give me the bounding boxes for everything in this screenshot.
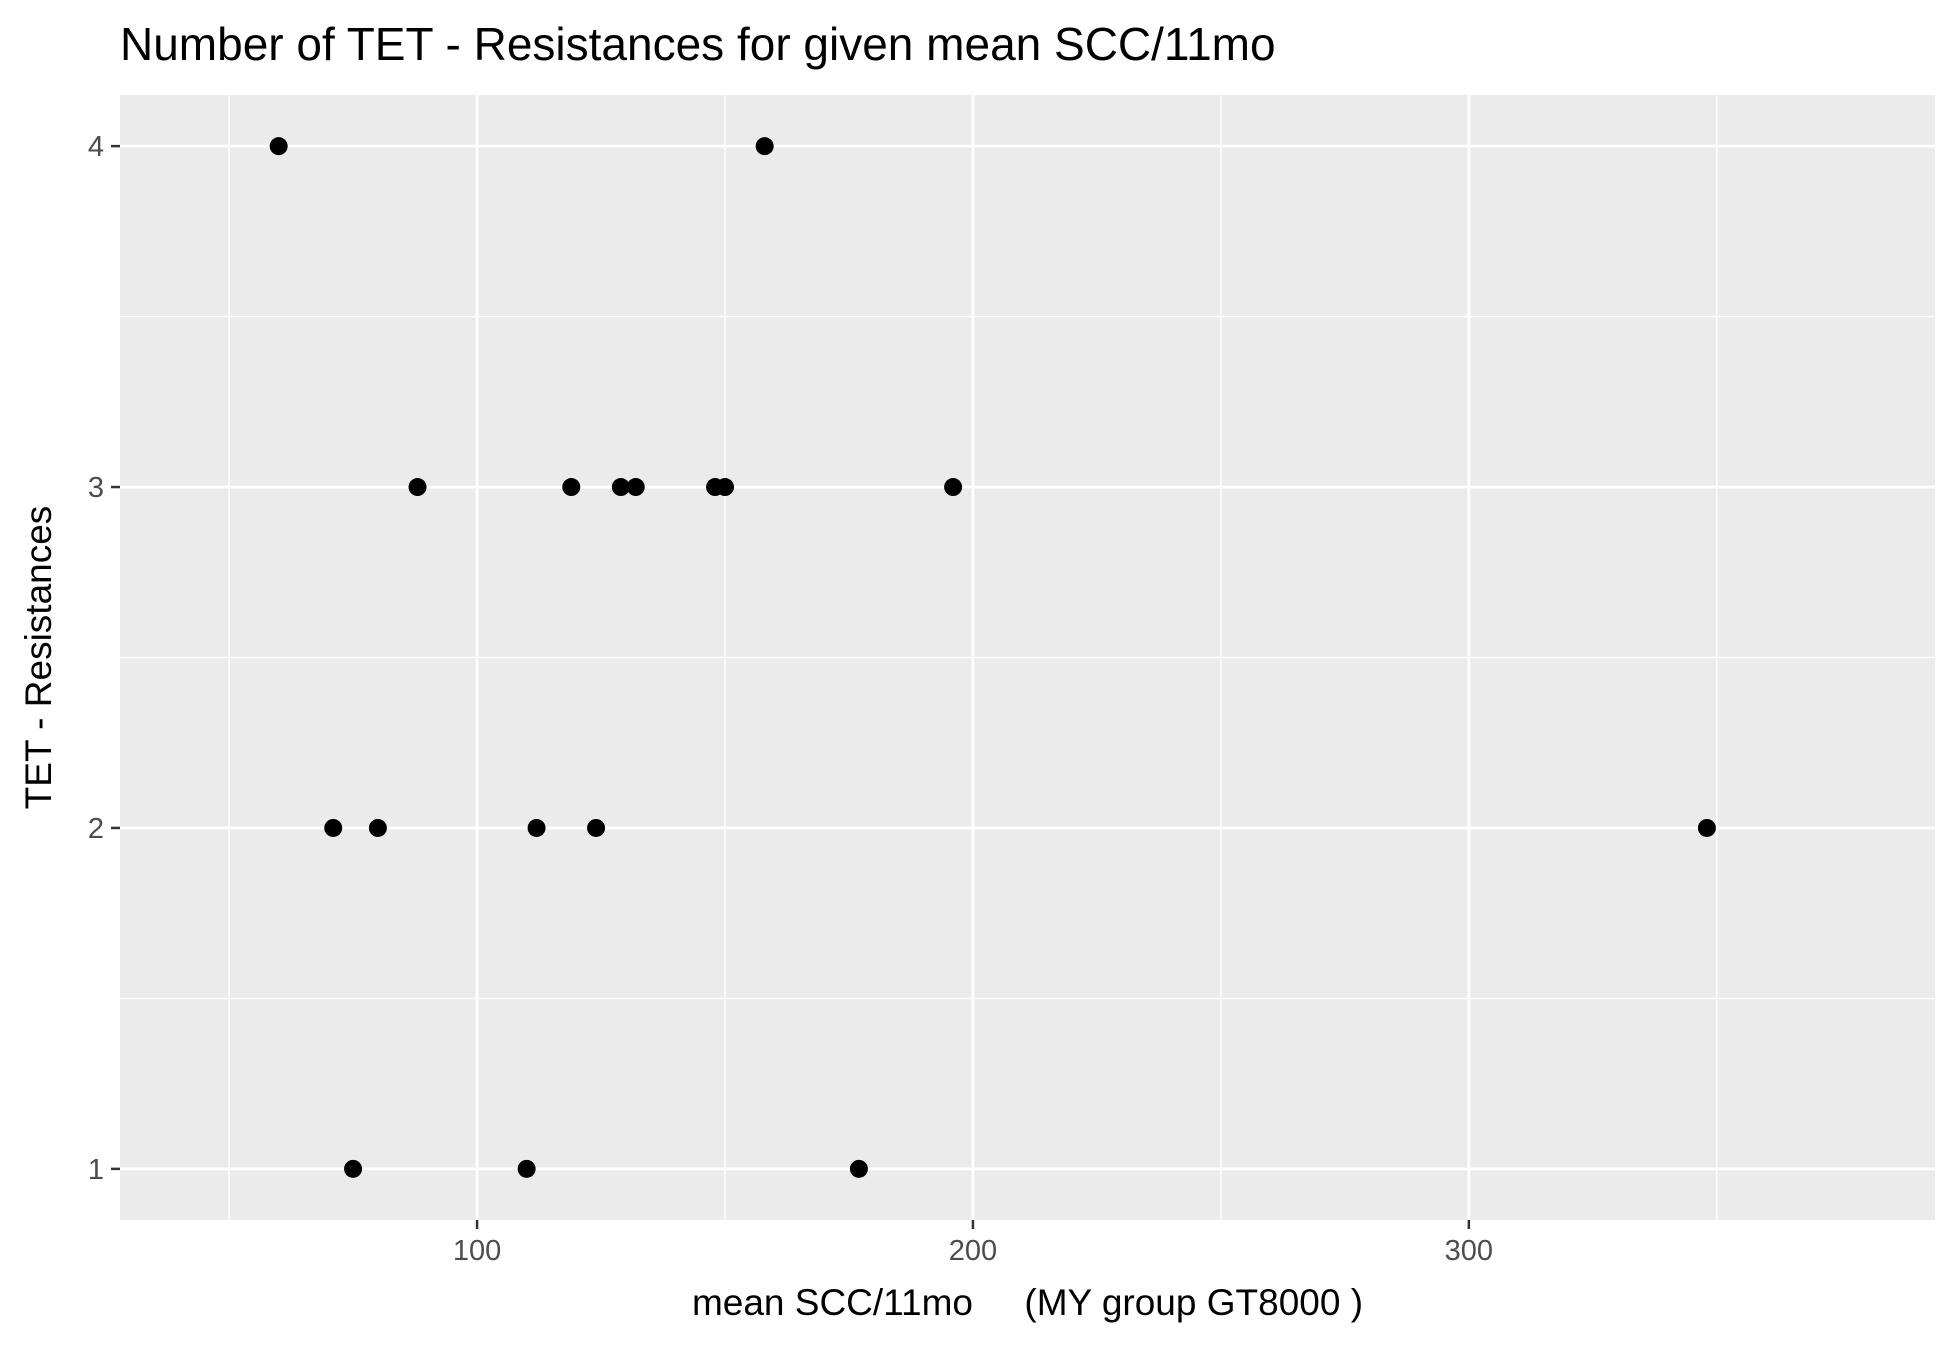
minor-gridlines [120,95,1935,1220]
chart-title: Number of TET - Resistances for given me… [120,18,1276,70]
data-point [368,818,387,837]
y-tick-label: 2 [88,813,104,845]
x-tick-label: 100 [453,1235,501,1267]
data-point [611,478,630,497]
y-axis-title: TET - Resistances [18,506,59,810]
data-point [716,478,734,497]
data-point [562,478,581,497]
data-point [269,137,288,156]
data-point [408,478,427,497]
data-point [755,137,774,156]
y-tick-label: 3 [88,472,104,504]
data-point [517,1159,536,1178]
x-tick-label: 300 [1445,1235,1493,1267]
data-points [269,137,1716,1178]
data-point [849,1159,868,1178]
data-point [626,478,645,497]
data-point [944,478,963,497]
y-tick-label: 1 [88,1154,104,1186]
x-axis-title: mean SCC/11mo (MY group GT8000 ) [692,1282,1363,1323]
data-point [324,818,343,837]
data-point [1697,818,1716,837]
data-point [344,1159,363,1178]
x-tick-label: 200 [949,1235,997,1267]
major-gridlines [120,95,1935,1220]
data-point [527,818,546,837]
y-axis: 1 2 3 4 [88,131,120,1186]
x-axis: 100 200 300 [453,1220,1493,1267]
y-tick-label: 4 [88,131,104,163]
data-point [587,818,606,837]
